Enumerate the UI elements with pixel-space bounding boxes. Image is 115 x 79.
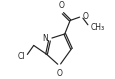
Text: O: O [82,12,88,21]
Text: O: O [56,69,62,78]
Text: N: N [42,34,47,43]
Text: O: O [58,1,64,10]
Text: Cl: Cl [17,52,25,61]
Text: CH₃: CH₃ [90,23,104,32]
